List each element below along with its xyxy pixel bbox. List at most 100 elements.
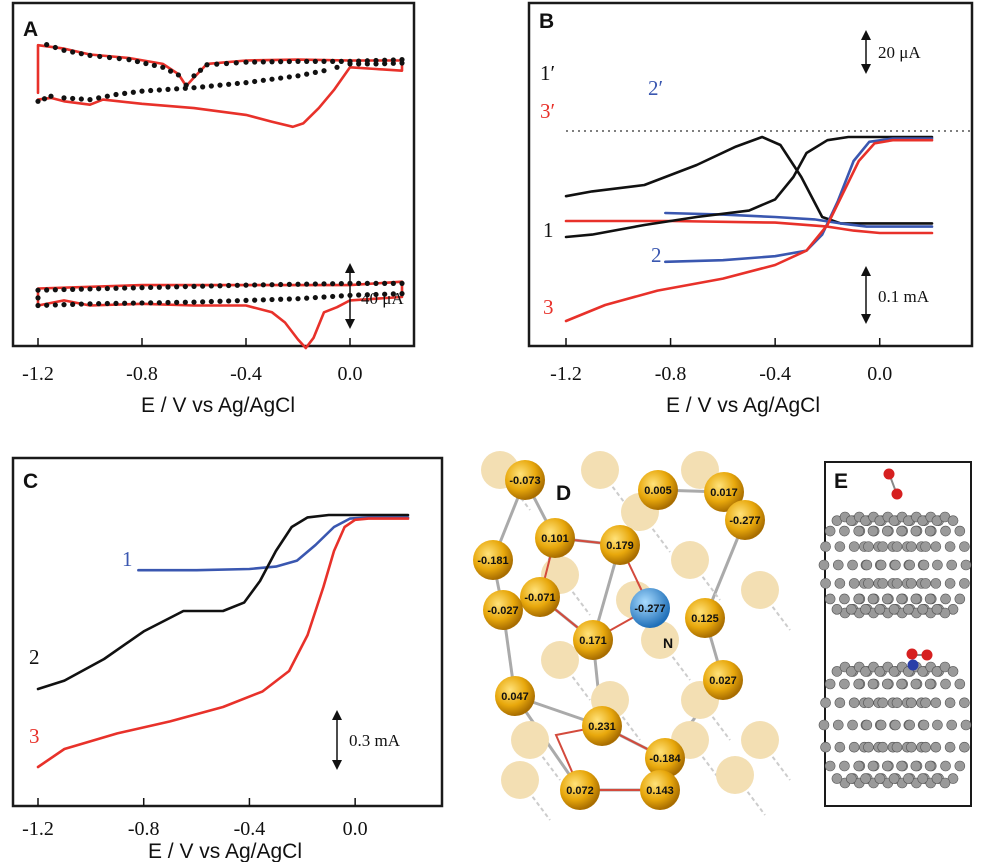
data-dot (295, 296, 301, 302)
atom-charge-label: -0.027 (487, 605, 518, 617)
data-dot (260, 297, 266, 303)
data-dot (304, 281, 310, 287)
data-dot (399, 291, 405, 297)
data-dot (78, 51, 84, 57)
panel-c-label-1: 1 (122, 547, 133, 571)
panel-e-nanotubes (818, 468, 972, 789)
tube-atom (863, 697, 874, 709)
data-dot (321, 281, 327, 287)
tube-atom (910, 760, 922, 772)
data-dot (382, 57, 388, 63)
data-dot (113, 300, 119, 306)
tube-atom (875, 719, 887, 731)
carbon-atom (535, 518, 575, 558)
panel-c-x-ticks: -1.2 -0.8 -0.4 0.0 (22, 798, 368, 840)
tube-atom (959, 541, 970, 552)
data-dot (338, 58, 344, 64)
panel-b-scale-bar-upper: 20 μA (861, 30, 921, 74)
background-atom (501, 761, 539, 799)
data-dot (304, 58, 310, 64)
x-tick-label: -0.4 (759, 363, 791, 385)
atom-charge-label: -0.277 (729, 515, 760, 527)
data-dot (156, 284, 162, 290)
panel-d-letter: D (556, 482, 571, 505)
data-dot (286, 74, 292, 80)
oxygen-atom (921, 649, 933, 661)
tube-atom (917, 773, 928, 784)
data-dot (96, 95, 102, 101)
atom-charge-label: 0.125 (691, 613, 719, 625)
tube-atom (853, 593, 865, 605)
tube-atom (960, 559, 972, 571)
panel-b-scale-bar-lower: 0.1 mA (861, 266, 930, 324)
data-dot (208, 298, 214, 305)
data-dot (304, 295, 310, 301)
tube-atom (918, 559, 930, 571)
tube-atom (860, 666, 871, 677)
data-dot (312, 58, 318, 64)
data-dot (338, 280, 344, 287)
data-dot (87, 52, 93, 59)
data-dot (183, 82, 189, 88)
data-dot (78, 286, 84, 292)
atom-charge-label: 0.047 (501, 691, 529, 703)
data-dot (347, 58, 353, 64)
tube-atom (863, 578, 874, 589)
data-dot (52, 302, 58, 308)
data-dot (151, 62, 157, 68)
panel-b-label-3: 3 (543, 295, 554, 319)
data-dot (278, 75, 284, 81)
data-dot (174, 299, 180, 305)
panel-b-label-2: 2 (651, 243, 662, 267)
data-dot (260, 282, 266, 288)
tube-atom (881, 525, 893, 537)
tube-atom (947, 773, 959, 784)
atom-charge-label: 0.017 (710, 487, 738, 499)
data-dot (399, 280, 405, 286)
data-dot (139, 300, 145, 306)
data-dot (113, 285, 119, 291)
tube-atom (896, 678, 907, 690)
data-dot (130, 89, 136, 95)
tube-atom (848, 741, 860, 753)
tube-atom (904, 559, 916, 571)
tube-atom (877, 741, 889, 753)
data-dot (356, 292, 362, 298)
tube-atom (848, 541, 860, 552)
tube-atom (910, 593, 922, 605)
background-atom (741, 721, 779, 759)
tube-atom (906, 541, 917, 552)
tube-atom (863, 541, 874, 552)
data-dot (174, 284, 180, 290)
data-dot (148, 284, 154, 291)
tube-atom (834, 741, 846, 753)
data-dot (134, 58, 141, 65)
panel-c: C 0.3 mA 1 2 3 -1.2 -0.8 -0.4 0.0 E / V vs … (11, 456, 444, 862)
tube-atom (861, 719, 873, 731)
data-dot (278, 296, 284, 302)
carbon-atom (483, 590, 523, 630)
data-dot (104, 285, 110, 292)
data-dot (104, 93, 110, 99)
data-dot (35, 295, 41, 301)
data-dot (373, 57, 379, 64)
carbon-atom (685, 598, 725, 638)
data-dot (165, 299, 171, 306)
data-dot (191, 283, 197, 289)
nitrogen-symbol: N (663, 635, 673, 651)
x-tick-label: -1.2 (22, 818, 54, 840)
tube-atom (940, 593, 951, 605)
atom-charge-label: 0.171 (579, 635, 607, 647)
panel-c-series-3 (36, 517, 410, 769)
carbon-atom (473, 540, 513, 580)
tube-atom (910, 525, 922, 537)
panel-a-series-0 (36, 43, 404, 129)
data-dot (260, 59, 266, 65)
data-dot (226, 81, 232, 87)
atom-charge-label: 0.072 (566, 785, 594, 797)
tube-atom (930, 541, 942, 552)
tube-atom (940, 525, 951, 537)
tube-atom (944, 578, 956, 589)
panel-c-frame (11, 456, 444, 808)
data-dot (243, 59, 249, 65)
